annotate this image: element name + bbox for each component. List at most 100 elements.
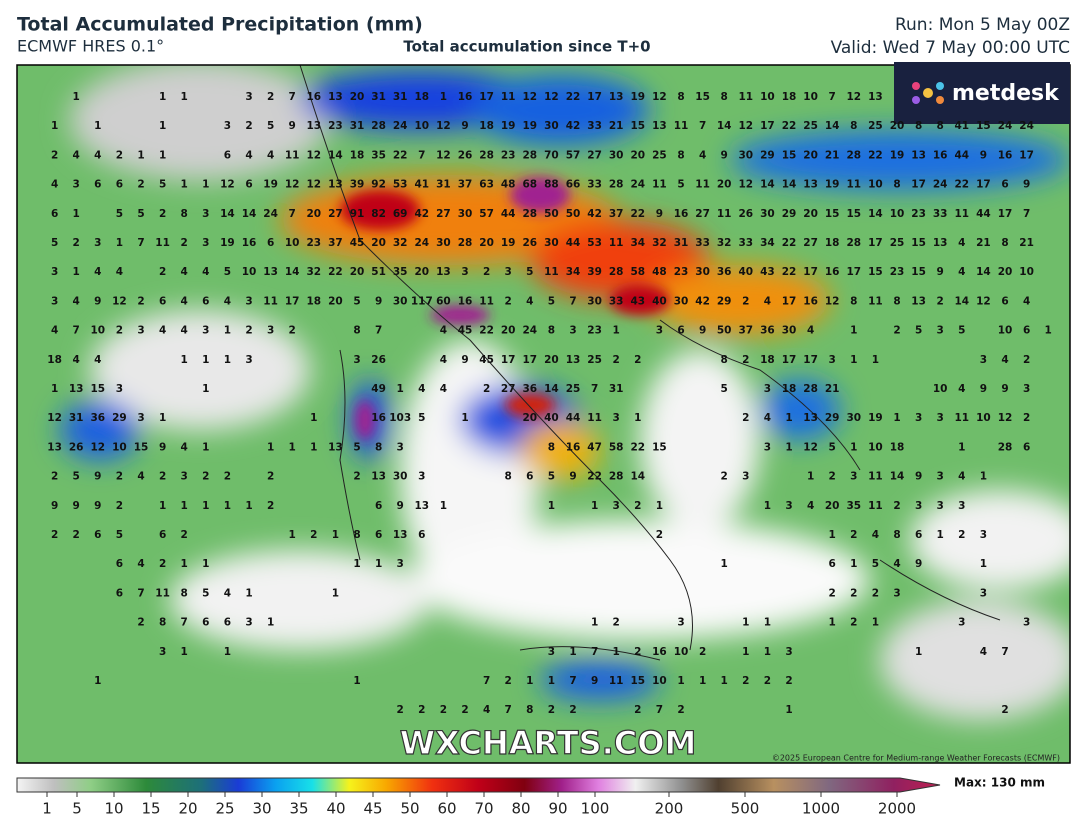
- precip-label: 49: [371, 383, 386, 395]
- precip-label: 42: [587, 208, 602, 220]
- precip-label: 5: [159, 179, 166, 191]
- precip-label: 1: [699, 675, 706, 687]
- precip-label: 12: [652, 91, 667, 103]
- precip-label: 18: [782, 383, 797, 395]
- precip-label: 23: [890, 266, 905, 278]
- precip-label: 3: [245, 295, 252, 307]
- precip-label: 11: [738, 91, 753, 103]
- precip-label: 6: [829, 558, 836, 570]
- precip-label: 1: [159, 500, 166, 512]
- precip-label: 26: [738, 208, 753, 220]
- precip-label: 2: [569, 704, 576, 716]
- precip-label: 22: [782, 237, 797, 249]
- precip-label: 2: [1001, 704, 1008, 716]
- precip-label: 6: [1023, 325, 1030, 337]
- precip-label: 11: [501, 91, 516, 103]
- precip-label: 2: [656, 529, 663, 541]
- precip-label: 30: [587, 295, 602, 307]
- precip-label: 32: [306, 266, 321, 278]
- precip-label: 8: [893, 529, 900, 541]
- precip-label: 1: [353, 675, 360, 687]
- precip-label: 37: [458, 179, 473, 191]
- precip-label: 17: [1019, 149, 1034, 161]
- precip-label: 8: [548, 325, 555, 337]
- precip-label: 1: [159, 149, 166, 161]
- precip-label: 19: [263, 179, 278, 191]
- precip-label: 40: [738, 266, 753, 278]
- precip-label: 7: [505, 704, 512, 716]
- precip-label: 1: [310, 441, 317, 453]
- precip-label: 2: [872, 587, 879, 599]
- precip-label: 11: [609, 675, 624, 687]
- precip-label: 27: [328, 208, 343, 220]
- precip-label: 35: [393, 266, 408, 278]
- precip-label: 1: [785, 704, 792, 716]
- precip-label: 16: [306, 91, 321, 103]
- precip-label: 10: [652, 675, 667, 687]
- precip-label: 9: [94, 295, 101, 307]
- precip-label: 14: [976, 266, 991, 278]
- precip-label: 20: [717, 179, 732, 191]
- precip-label: 14: [220, 208, 235, 220]
- colorbar-tick-label: 5: [72, 800, 82, 818]
- precip-label: 1: [159, 412, 166, 424]
- precip-label: 28: [846, 149, 861, 161]
- precip-label: 5: [958, 325, 965, 337]
- precip-label: 2: [159, 558, 166, 570]
- precip-label: 29: [825, 412, 840, 424]
- precip-label: 1: [51, 120, 58, 132]
- precip-label: 28: [371, 120, 386, 132]
- precip-label: 9: [915, 558, 922, 570]
- precip-label: 15: [868, 266, 883, 278]
- precip-label: 2: [1023, 354, 1030, 366]
- precip-label: 18: [825, 237, 840, 249]
- precip-label: 5: [137, 208, 144, 220]
- precip-label: 6: [224, 149, 231, 161]
- precip-label: 9: [73, 500, 80, 512]
- precip-label: 11: [155, 587, 170, 599]
- precip-label: 2: [267, 500, 274, 512]
- precip-label: 4: [159, 325, 166, 337]
- precip-label: 21: [976, 237, 991, 249]
- precip-label: 17: [782, 354, 797, 366]
- precip-label: 35: [846, 500, 861, 512]
- precip-label: 3: [397, 558, 404, 570]
- precip-label: 58: [630, 266, 645, 278]
- precip-label: 7: [137, 237, 144, 249]
- precip-label: 2: [51, 149, 58, 161]
- precip-label: 4: [807, 325, 814, 337]
- precip-label: 5: [116, 529, 123, 541]
- precip-label: 8: [915, 120, 922, 132]
- precip-label: 18: [479, 120, 494, 132]
- precip-label: 34: [630, 237, 645, 249]
- precip-label: 1: [94, 120, 101, 132]
- precip-label: 27: [803, 237, 818, 249]
- precip-label: 13: [436, 266, 451, 278]
- precip-label: 10: [933, 383, 948, 395]
- precip-label: 13: [328, 179, 343, 191]
- precip-label: 9: [591, 675, 598, 687]
- precip-label: 2: [893, 325, 900, 337]
- precip-label: 20: [306, 208, 321, 220]
- precip-label: 2: [764, 675, 771, 687]
- precip-label: 5: [267, 120, 274, 132]
- precip-label: 9: [94, 500, 101, 512]
- precip-label: 20: [350, 91, 365, 103]
- precip-label: 5: [353, 295, 360, 307]
- precip-label: 3: [505, 266, 512, 278]
- precip-label: 2: [397, 704, 404, 716]
- precip-label: 44: [954, 149, 969, 161]
- precip-label: 5: [526, 266, 533, 278]
- precip-label: 17: [501, 354, 516, 366]
- precip-label: 24: [393, 120, 408, 132]
- precip-label: 10: [868, 179, 883, 191]
- precip-label: 12: [112, 295, 127, 307]
- precip-label: 1: [375, 558, 382, 570]
- precip-label: 30: [393, 295, 408, 307]
- precip-label: 13: [393, 529, 408, 541]
- precip-label: 3: [958, 617, 965, 629]
- precip-label: 2: [353, 471, 360, 483]
- precip-label: 7: [1023, 208, 1030, 220]
- precip-label: 2: [742, 675, 749, 687]
- precip-label: 29: [717, 295, 732, 307]
